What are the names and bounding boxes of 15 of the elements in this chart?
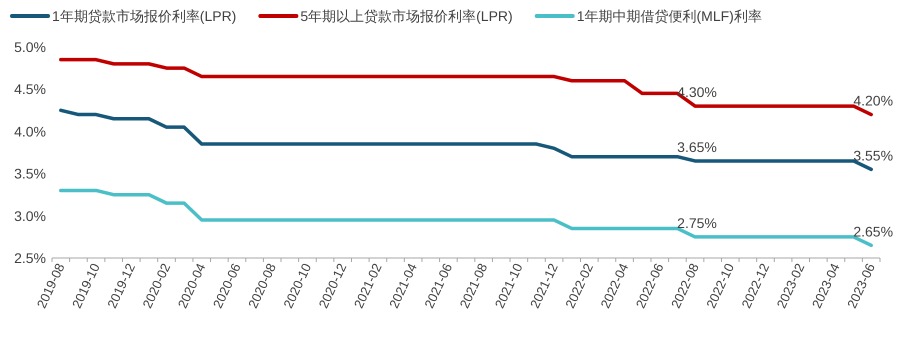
data-label: 2.75% bbox=[677, 214, 717, 231]
y-tick-label: 3.0% bbox=[14, 208, 46, 224]
legend-label: 5年期以上贷款市场报价利率(LPR) bbox=[300, 8, 513, 24]
legend-label: 1年期贷款市场报价利率(LPR) bbox=[52, 8, 236, 24]
data-label: 4.30% bbox=[677, 84, 717, 100]
data-label: 3.65% bbox=[677, 138, 717, 155]
y-tick-label: 4.0% bbox=[14, 123, 46, 140]
data-label: 3.55% bbox=[853, 147, 894, 164]
y-tick-label: 4.5% bbox=[14, 81, 46, 98]
y-tick-label: 3.5% bbox=[14, 166, 46, 182]
legend-label: 1年期中期借贷便利(MLF)利率 bbox=[576, 8, 762, 24]
y-tick-label: 2.5% bbox=[14, 250, 46, 266]
data-label: 4.20% bbox=[853, 92, 894, 109]
y-tick-label: 5.0% bbox=[14, 39, 46, 55]
data-label: 2.65% bbox=[853, 223, 894, 240]
